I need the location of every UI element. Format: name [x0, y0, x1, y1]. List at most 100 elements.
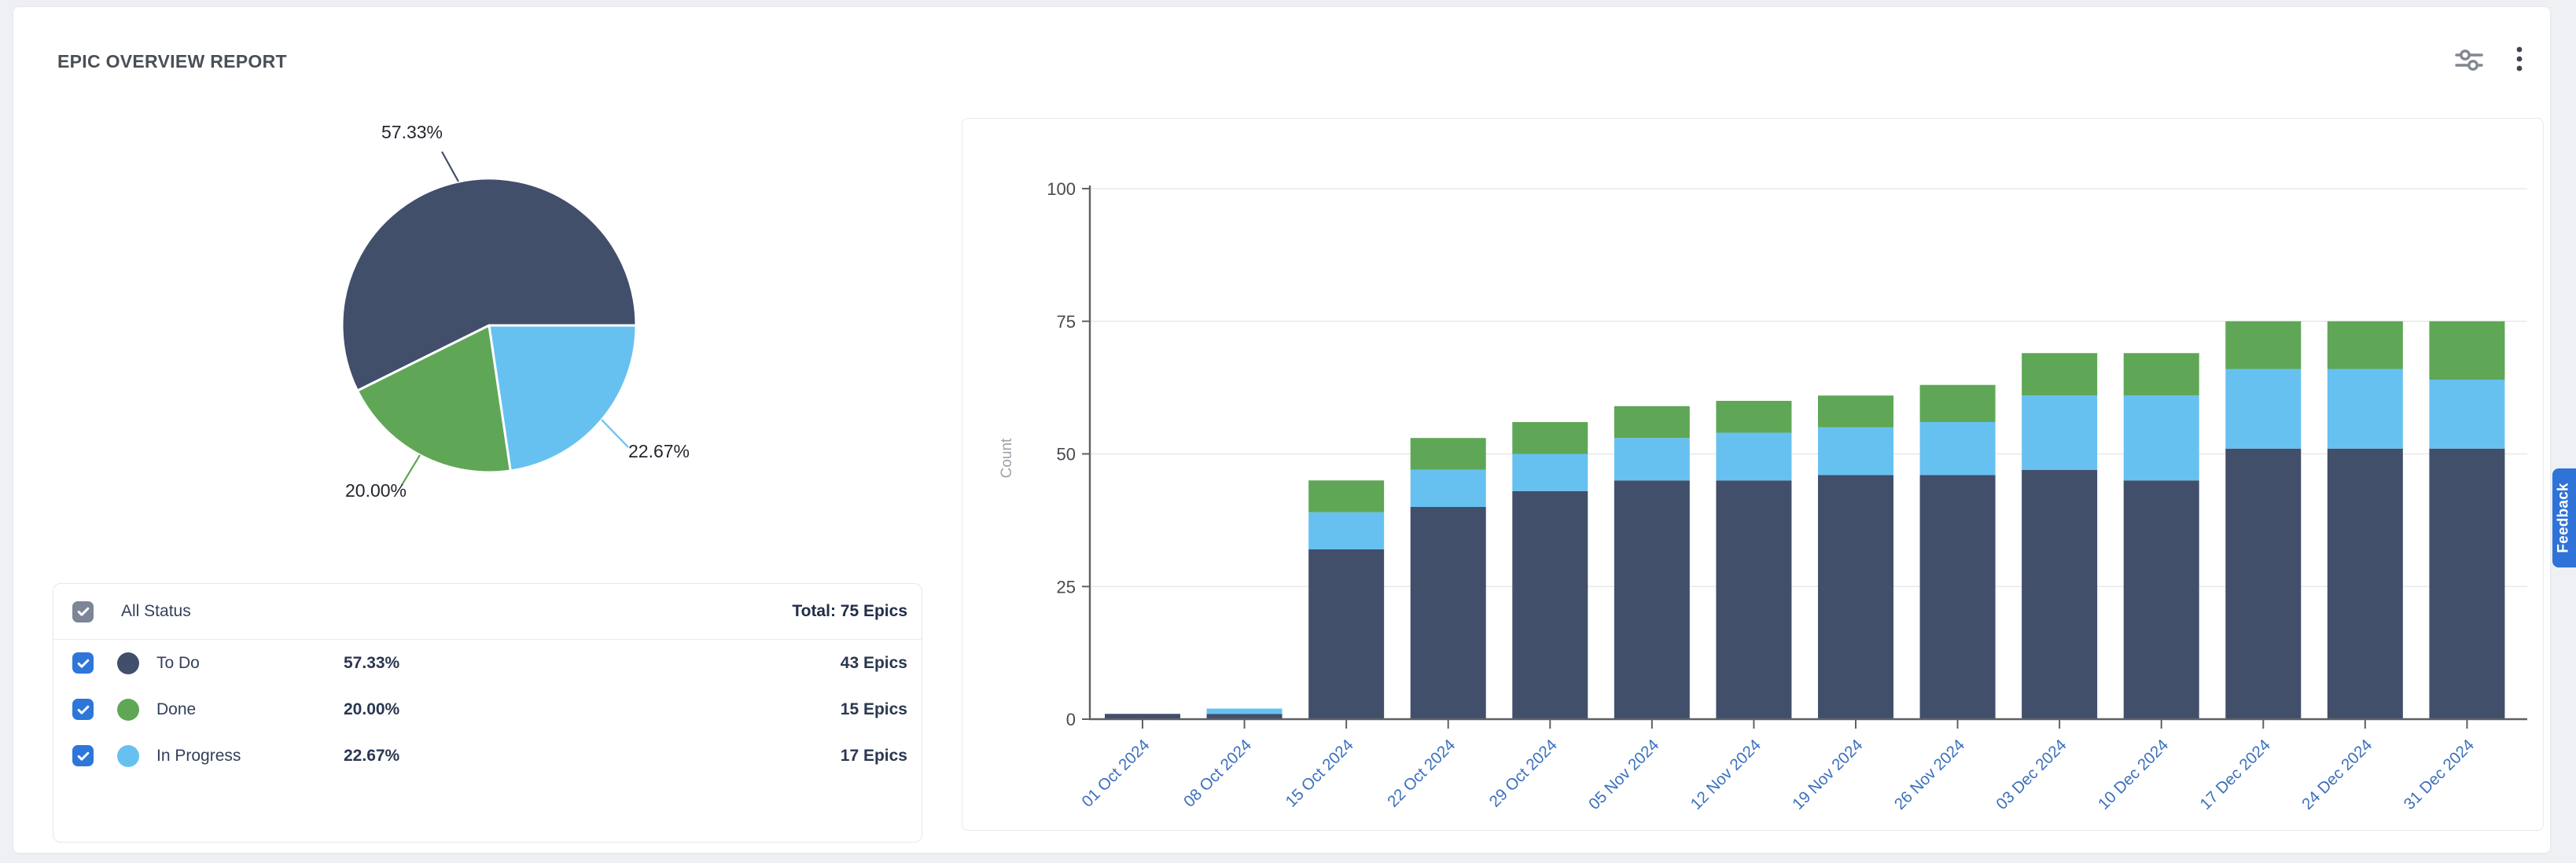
to-do-percent: 57.33%: [344, 653, 400, 672]
y-axis-tick-label: 25: [1057, 577, 1076, 597]
in-progress-color-swatch: [117, 744, 139, 767]
done-percent: 20.00%: [344, 700, 400, 718]
done-color-swatch: [117, 698, 139, 721]
report-card: EPIC OVERVIEW REPORT: [13, 6, 2551, 854]
sliders-icon: [2453, 46, 2485, 77]
bar-segment-22-oct-2024-in-progress[interactable]: [1410, 469, 1486, 507]
bar-segment-29-oct-2024-to-do[interactable]: [1512, 490, 1588, 719]
bar-segment-31-dec-2024-to-do[interactable]: [2429, 448, 2505, 719]
bar-segment-08-oct-2024-in-progress[interactable]: [1206, 708, 1282, 714]
kebab-menu-icon: [2515, 44, 2524, 79]
bar-segment-24-dec-2024-to-do[interactable]: [2327, 448, 2403, 719]
x-axis-label-31-dec-2024[interactable]: 31 Dec 2024: [2400, 736, 2477, 813]
bar-segment-17-dec-2024-done[interactable]: [2225, 321, 2302, 369]
legend-divider: [53, 639, 922, 640]
more-options-button[interactable]: [2501, 43, 2537, 79]
bar-segment-12-nov-2024-to-do[interactable]: [1716, 480, 1792, 719]
to-do-checkbox[interactable]: [72, 652, 94, 674]
bar-segment-05-nov-2024-in-progress[interactable]: [1614, 438, 1690, 481]
epic-trend-chart-panel: 0 25 50 75 100 01 Oct 2024 08 Oct 2024 15 Oct 2…: [962, 118, 2544, 831]
bar-segment-22-oct-2024-to-do[interactable]: [1410, 507, 1486, 719]
x-axis-label-05-nov-2024[interactable]: 05 Nov 2024: [1585, 736, 1662, 813]
bar-segment-17-dec-2024-in-progress[interactable]: [2225, 369, 2302, 449]
x-axis-label-29-oct-2024[interactable]: 29 Oct 2024: [1486, 736, 1561, 810]
bar-segment-19-nov-2024-done[interactable]: [1817, 395, 1893, 428]
done-count: 15 Epics: [840, 700, 907, 718]
chart-settings-button[interactable]: [2451, 43, 2487, 79]
pie-slice-done[interactable]: [356, 324, 512, 474]
bar-segment-26-nov-2024-to-do[interactable]: [1919, 475, 1996, 720]
bar-segment-12-nov-2024-in-progress[interactable]: [1716, 432, 1792, 481]
pie-leader-line-in-progress: [601, 419, 629, 448]
pie-percent-label-to-do: 57.33%: [381, 122, 443, 142]
x-axis-label-10-dec-2024[interactable]: 10 Dec 2024: [2095, 736, 2172, 813]
x-axis-label-17-dec-2024[interactable]: 17 Dec 2024: [2196, 736, 2273, 813]
in-progress-label: In Progress: [156, 746, 241, 765]
bar-segment-10-dec-2024-to-do[interactable]: [2123, 480, 2199, 719]
legend-row-to-do: To Do 57.33% 43 Epics: [53, 640, 922, 686]
feedback-label: Feedback: [2556, 483, 2573, 553]
pie-leader-line-done: [401, 454, 421, 486]
legend-total-epics: Total: 75 Epics: [792, 602, 907, 620]
to-do-color-swatch: [117, 652, 139, 674]
feedback-button[interactable]: Feedback: [2552, 468, 2576, 567]
bar-segment-15-oct-2024-in-progress[interactable]: [1308, 512, 1385, 549]
x-axis-label-03-dec-2024[interactable]: 03 Dec 2024: [1993, 736, 2070, 813]
bar-segment-19-nov-2024-in-progress[interactable]: [1817, 427, 1893, 476]
to-do-label: To Do: [156, 653, 200, 672]
y-axis-tick-label: 75: [1057, 312, 1076, 332]
legend-row-done: Done 20.00% 15 Epics: [53, 686, 922, 733]
all-status-checkbox[interactable]: [72, 600, 94, 622]
bar-segment-17-dec-2024-to-do[interactable]: [2225, 448, 2302, 719]
bar-segment-10-dec-2024-in-progress[interactable]: [2123, 395, 2199, 481]
x-axis-label-26-nov-2024[interactable]: 26 Nov 2024: [1891, 736, 1968, 813]
bar-segment-24-dec-2024-in-progress[interactable]: [2327, 369, 2403, 449]
x-axis-label-24-dec-2024[interactable]: 24 Dec 2024: [2298, 736, 2375, 813]
bar-segment-12-nov-2024-done[interactable]: [1716, 401, 1792, 433]
report-title: EPIC OVERVIEW REPORT: [57, 51, 287, 72]
x-axis-label-15-oct-2024[interactable]: 15 Oct 2024: [1282, 736, 1356, 810]
y-axis-tick-label: 100: [1047, 179, 1076, 199]
in-progress-percent: 22.67%: [344, 746, 400, 765]
bar-segment-03-dec-2024-in-progress[interactable]: [2022, 395, 2098, 470]
bar-segment-29-oct-2024-in-progress[interactable]: [1512, 454, 1588, 491]
bar-segment-15-oct-2024-done[interactable]: [1308, 480, 1385, 512]
bar-segment-26-nov-2024-in-progress[interactable]: [1919, 422, 1996, 476]
done-checkbox[interactable]: [72, 699, 94, 720]
bar-segment-31-dec-2024-done[interactable]: [2429, 321, 2505, 380]
legend-row-in-progress: In Progress 22.67% 17 Epics: [53, 733, 922, 779]
x-axis-label-08-oct-2024[interactable]: 08 Oct 2024: [1180, 736, 1255, 810]
pie-percent-label-done: 20.00%: [344, 480, 407, 501]
bar-segment-10-dec-2024-done[interactable]: [2123, 353, 2199, 396]
bar-segment-24-dec-2024-done[interactable]: [2327, 321, 2403, 369]
in-progress-count: 17 Epics: [840, 746, 907, 765]
all-status-label: All Status: [121, 602, 191, 620]
bar-segment-01-oct-2024-to-do[interactable]: [1105, 714, 1180, 719]
pie-slice-in-progress[interactable]: [488, 324, 638, 472]
status-pie-chart: [340, 151, 638, 486]
bar-segment-15-oct-2024-to-do[interactable]: [1308, 549, 1385, 719]
pie-slice-to-do[interactable]: [340, 177, 638, 392]
x-axis-label-12-nov-2024[interactable]: 12 Nov 2024: [1687, 736, 1764, 813]
bar-segment-05-nov-2024-done[interactable]: [1614, 406, 1690, 439]
x-axis-label-22-oct-2024[interactable]: 22 Oct 2024: [1384, 736, 1459, 810]
bar-segment-19-nov-2024-to-do[interactable]: [1817, 475, 1893, 720]
in-progress-checkbox[interactable]: [72, 745, 94, 766]
stacked-bar-chart: 0 25 50 75 100 01 Oct 2024 08 Oct 2024 15 Oct 2…: [999, 179, 2527, 813]
bar-segment-08-oct-2024-to-do[interactable]: [1206, 714, 1282, 719]
legend-header-row: All Status Total: 75 Epics: [53, 584, 922, 639]
y-axis-tick-label: 50: [1057, 445, 1076, 465]
bar-segment-03-dec-2024-done[interactable]: [2022, 353, 2098, 396]
x-axis-label-01-oct-2024[interactable]: 01 Oct 2024: [1078, 736, 1153, 810]
bar-segment-31-dec-2024-in-progress[interactable]: [2429, 380, 2505, 449]
bar-segment-05-nov-2024-to-do[interactable]: [1614, 480, 1690, 719]
bar-segment-29-oct-2024-done[interactable]: [1512, 422, 1588, 454]
x-axis-label-19-nov-2024[interactable]: 19 Nov 2024: [1789, 736, 1866, 813]
bar-segment-03-dec-2024-to-do[interactable]: [2022, 469, 2098, 719]
pie-percent-label-in-progress: 22.67%: [628, 441, 690, 461]
y-axis-title: Count: [999, 438, 1015, 478]
status-legend-panel: All Status Total: 75 Epics To Do 57.33% …: [53, 583, 922, 843]
bar-segment-26-nov-2024-done[interactable]: [1919, 384, 1996, 422]
done-label: Done: [156, 700, 197, 718]
bar-segment-22-oct-2024-done[interactable]: [1410, 438, 1486, 470]
